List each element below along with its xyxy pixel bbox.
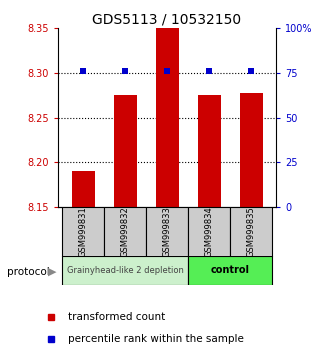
Text: control: control — [211, 266, 250, 275]
Bar — [72, 171, 95, 207]
Text: percentile rank within the sample: percentile rank within the sample — [68, 334, 244, 344]
Text: GSM999831: GSM999831 — [79, 206, 88, 257]
Text: GSM999832: GSM999832 — [121, 206, 130, 257]
Bar — [63, 207, 105, 257]
Text: GDS5113 / 10532150: GDS5113 / 10532150 — [92, 12, 241, 27]
Bar — [147, 207, 188, 257]
Bar — [114, 95, 137, 207]
Text: GSM999835: GSM999835 — [247, 206, 256, 257]
Text: GSM999833: GSM999833 — [163, 206, 172, 257]
Bar — [188, 207, 230, 257]
Bar — [63, 256, 188, 285]
Bar — [230, 207, 272, 257]
Text: Grainyhead-like 2 depletion: Grainyhead-like 2 depletion — [67, 266, 184, 275]
Bar — [105, 207, 147, 257]
Text: GSM999834: GSM999834 — [205, 206, 214, 257]
Bar — [156, 28, 179, 207]
Bar — [240, 93, 263, 207]
Text: ▶: ▶ — [48, 267, 57, 277]
Text: transformed count: transformed count — [68, 312, 166, 322]
Bar — [188, 256, 272, 285]
Bar — [198, 95, 221, 207]
Text: protocol: protocol — [7, 267, 49, 277]
